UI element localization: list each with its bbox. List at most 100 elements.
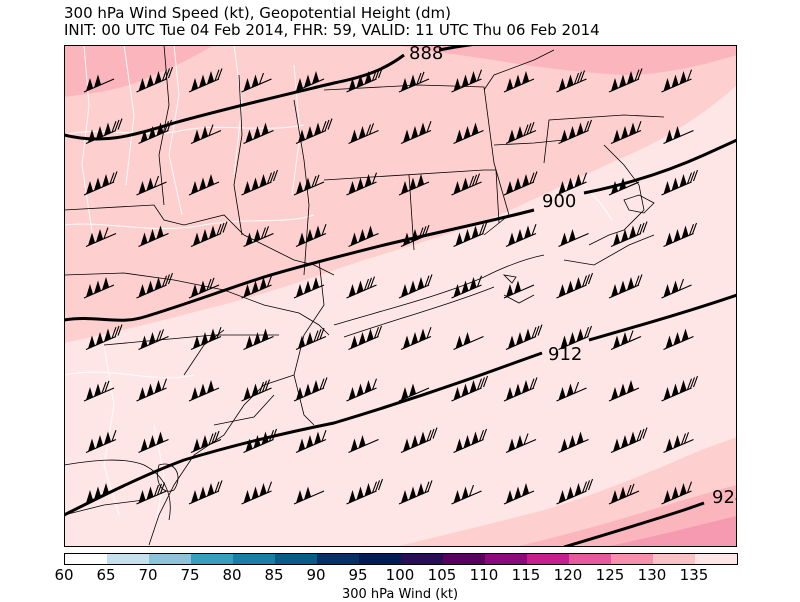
colorbar-swatch	[65, 554, 107, 564]
colorbar-swatch	[359, 554, 401, 564]
wind-barb-icon	[503, 171, 538, 196]
wind-shading-band-120	[604, 516, 737, 547]
wind-barb-icon	[661, 278, 692, 299]
contour-label-888: 888	[409, 45, 443, 64]
wind-barb-icon	[85, 118, 123, 145]
colorbar-tick-label: 120	[553, 566, 583, 584]
height-contour-924	[563, 501, 705, 547]
wind-barb-icon	[556, 478, 594, 505]
wind-barb-icon	[136, 175, 167, 196]
wind-barb-icon	[190, 430, 222, 454]
contour-label-924: 924	[712, 487, 737, 508]
wind-barb-icon	[556, 70, 587, 93]
wind-barb-icon	[451, 69, 483, 93]
wind-barb-icon	[505, 433, 537, 454]
wind-barb-icon	[243, 226, 274, 248]
colorbar-tick-label: 115	[511, 566, 541, 584]
wind-barb-icon	[661, 169, 699, 196]
wind-barb-icon	[83, 483, 115, 505]
colorbar-tick-label: 135	[679, 566, 709, 584]
wind-barb-icon	[136, 272, 174, 299]
wind-barb-icon	[451, 484, 482, 505]
colorbar-swatch	[107, 554, 149, 564]
wind-barb-icon	[503, 280, 535, 299]
wind-barb-icon	[608, 380, 640, 402]
height-contour-888	[64, 53, 405, 141]
colorbar-swatch	[401, 554, 443, 564]
wind-barb-icon	[398, 383, 430, 402]
colorbar-tick-label: 100	[385, 566, 415, 584]
wind-barb-icon	[663, 328, 694, 351]
wind-barb-icon	[400, 427, 438, 454]
colorbar-tick-label: 65	[96, 566, 116, 584]
wind-barb-icon	[348, 225, 379, 248]
colorbar-label: 300 hPa Wind (kt)	[341, 587, 459, 602]
chart-title: 300 hPa Wind Speed (kt), Geopotential He…	[64, 4, 452, 22]
wind-barb-icon	[293, 71, 325, 93]
colorbar	[64, 553, 738, 565]
wind-barb-icon	[400, 120, 432, 145]
height-contour-900	[64, 208, 535, 322]
wind-barb-icon	[83, 74, 115, 93]
wind-barb-icon	[241, 275, 273, 299]
wind-barb-icon	[348, 123, 379, 145]
wind-barb-icon	[503, 377, 538, 402]
wind-barb-icon	[398, 71, 430, 93]
wind-barb-icon	[136, 66, 174, 93]
wind-barb-icon	[556, 172, 588, 196]
wind-barb-icon	[503, 71, 535, 93]
wind-barb-icon	[346, 478, 384, 505]
political-boundaries	[64, 45, 665, 546]
colorbar-swatch	[653, 554, 695, 564]
wind-barb-icon	[663, 126, 694, 145]
wind-barb-icon	[241, 379, 272, 402]
colorbar-swatch	[275, 554, 317, 564]
wind-barb-icon	[661, 69, 693, 93]
wind-barb-icon	[346, 66, 384, 93]
wind-barb-icon	[348, 435, 379, 454]
wind-barb-icon	[556, 381, 587, 402]
wind-barb-icon	[558, 431, 589, 454]
wind-barb-icon	[188, 277, 220, 299]
wind-barb-icon	[661, 481, 693, 505]
colorbar-tick-label: 60	[54, 566, 74, 584]
colorbar-tick-label: 70	[138, 566, 158, 584]
wind-barb-icon	[293, 174, 325, 196]
wind-barb-icon	[608, 483, 640, 505]
colorbar-tick-label: 80	[222, 566, 242, 584]
wind-barb-icon	[293, 377, 328, 402]
wind-barb-icon	[348, 325, 383, 351]
wind-barb-icon	[400, 326, 432, 351]
wind-barbs	[83, 66, 699, 505]
colorbar-tick-label: 75	[180, 566, 200, 584]
wind-barb-icon	[346, 378, 378, 402]
colorbar-tick-label: 90	[306, 566, 326, 584]
colorbar-tick-label: 130	[637, 566, 667, 584]
wind-barb-icon	[83, 277, 115, 299]
colorbar-swatch	[695, 554, 737, 564]
wind-barb-icon	[608, 274, 643, 299]
colorbar-swatch	[611, 554, 653, 564]
wind-barb-icon	[188, 380, 220, 402]
wind-barb-icon	[83, 380, 115, 402]
colorbar-tick-label: 110	[469, 566, 499, 584]
wind-barb-icon	[85, 227, 117, 248]
wind-barb-icon	[138, 431, 169, 454]
wind-barb-icon	[453, 222, 488, 248]
colorbar-tick-label: 105	[427, 566, 457, 584]
height-contour-912	[588, 293, 737, 342]
colorbar-swatch	[569, 554, 611, 564]
wind-barb-icon	[608, 177, 640, 196]
wind-barb-icon	[85, 429, 117, 454]
colorbar-swatch	[149, 554, 191, 564]
colorbar-swatch	[317, 554, 359, 564]
wind-barb-icon	[453, 122, 484, 145]
wind-barb-icon	[293, 277, 325, 299]
colorbar-tick-label: 125	[595, 566, 625, 584]
wind-barb-icon	[556, 272, 594, 299]
colorbar-swatch	[527, 554, 569, 564]
wind-barb-icon	[663, 432, 694, 454]
wind-barb-icon	[138, 329, 169, 351]
wind-barb-icon	[346, 276, 377, 299]
wind-barb-icon	[295, 118, 333, 145]
